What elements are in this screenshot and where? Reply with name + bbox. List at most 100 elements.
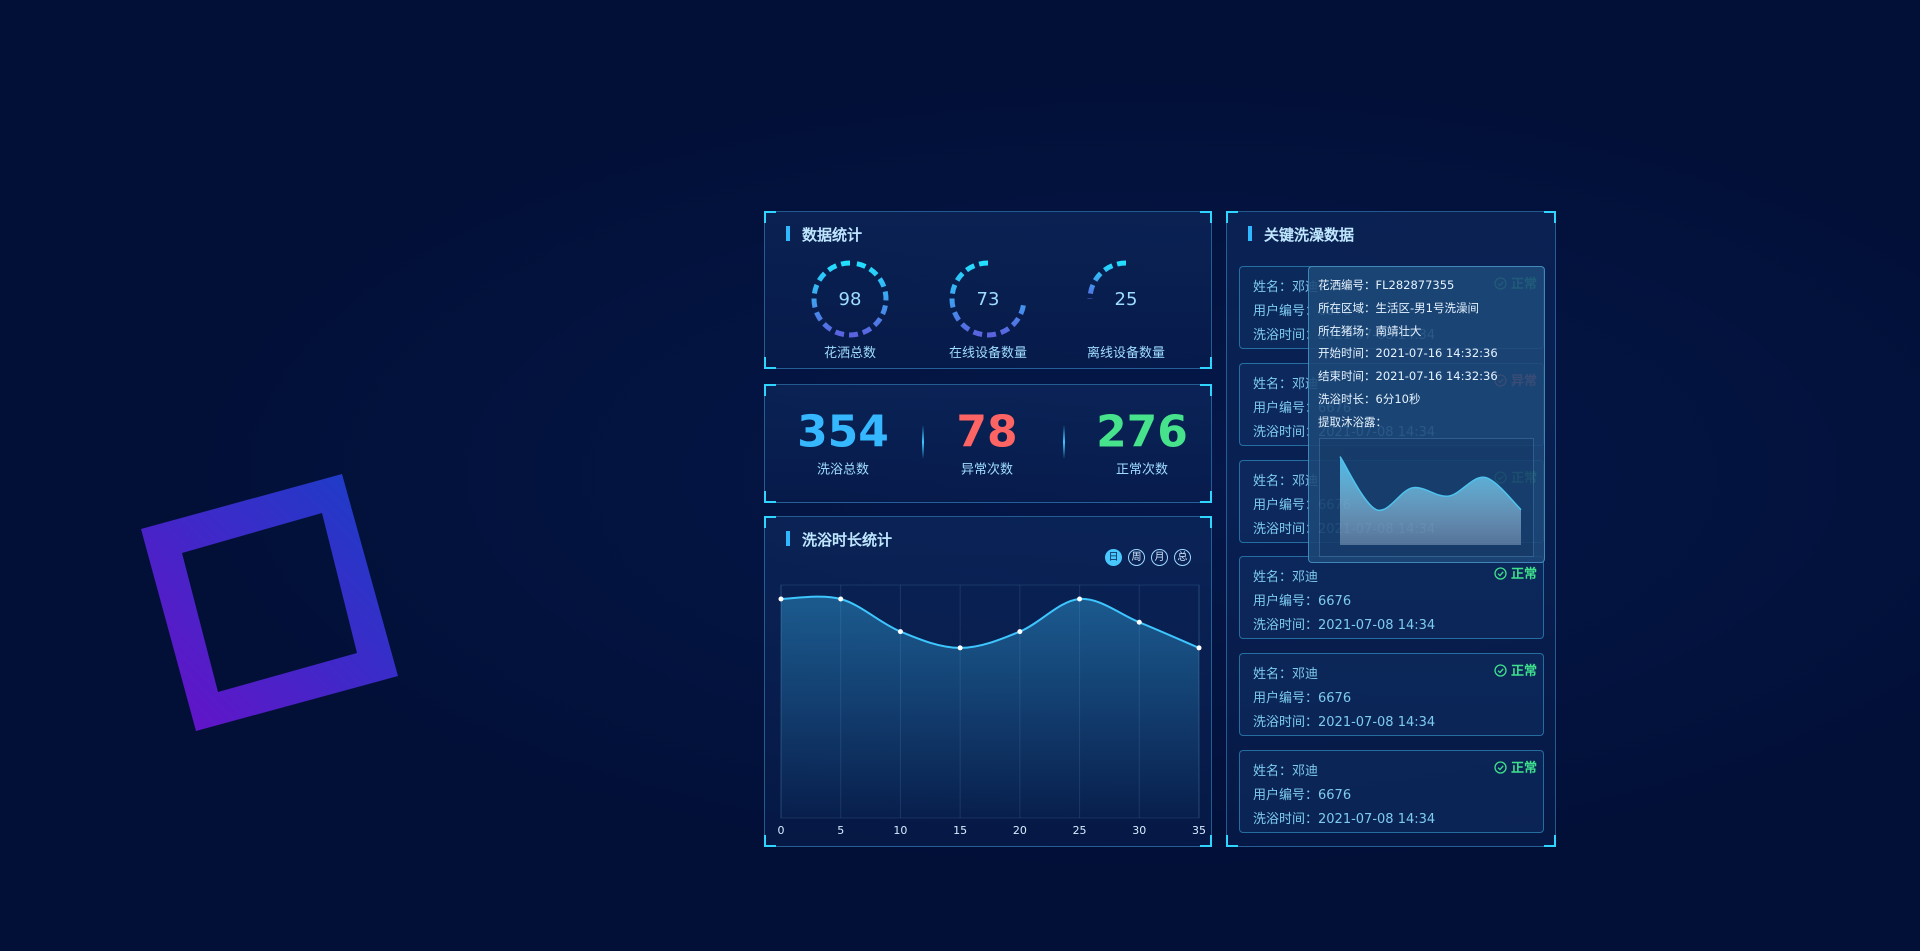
detail-tooltip: 花洒编号：FL282877355 所在区域：生活区-男1号洗澡间 所在猪场：南靖壮大… [1308,266,1545,563]
panel-corner [1226,211,1238,223]
point [1017,629,1023,635]
icon-check [1497,668,1504,674]
panel-corner [764,516,776,528]
record-field: 洗浴时间：2021-07-08 14:34 [1253,614,1435,633]
field-label: 所在猪场： [1318,323,1376,338]
tooltip-field: 开始时间：2021-07-16 14:32:36 [1318,345,1498,361]
field-label: 洗浴时间： [1253,328,1319,343]
panel-corner [1200,384,1212,396]
panel-title: 数据统计 [802,226,863,244]
field-value: 南靖壮大 [1375,323,1422,338]
icon-check [1497,571,1504,577]
field-value: 邓迪 [1292,570,1319,586]
panel-corner [1200,835,1212,847]
count-label: 洗浴总数 [816,462,870,478]
count-label: 正常次数 [1115,462,1169,478]
period-button[interactable]: 月 [1151,549,1168,566]
field-value: 2021-07-08 14:34 [1318,618,1436,634]
record-field: 用户编号：6676 [1253,784,1351,803]
icon-ring [1494,567,1507,581]
tooltip-field: 提取沐浴露： [1318,414,1387,430]
field-label: 姓名： [1253,473,1293,489]
gauge-value: 98 [839,289,862,310]
field-label: 姓名： [1253,764,1293,779]
field-label: 用户编号： [1253,594,1319,610]
record-field: 姓名：邓迪 [1253,663,1318,682]
record-field: 用户编号：6676 [1253,687,1351,706]
tooltip-field: 所在区域：生活区-男1号洗澡间 [1318,300,1479,316]
field-label: 用户编号： [1253,788,1319,803]
icon-check [1497,765,1504,771]
field-label: 姓名： [1253,376,1293,392]
gauges: 98 花洒总数 73 在线设备数量 25 离线设备数量 [811,260,1165,361]
mini-area [1340,456,1521,545]
panel-corner [1544,211,1556,223]
gauge-arc [949,260,1027,338]
field-value: 2021-07-16 14:32:36 [1375,346,1498,361]
panel-corner [1200,491,1212,503]
title-marker [786,226,790,241]
line-area [781,596,1199,818]
field-value: 2021-07-16 14:32:36 [1375,369,1498,384]
field-label: 所在区域： [1318,300,1376,315]
field-label: 姓名： [1253,667,1293,683]
record-field: 姓名：邓迪 [1253,566,1318,585]
x-tick-label: 0 [778,824,785,837]
gauge-value: 73 [977,289,1000,310]
panel-corner [764,384,776,396]
separator [1063,425,1065,459]
tooltip-field: 花洒编号：FL282877355 [1318,277,1454,293]
field-label: 用户编号： [1253,400,1319,416]
field-label: 结束时间： [1318,369,1376,384]
field-label: 用户编号： [1253,497,1319,513]
gauge-arc [1087,260,1127,300]
gauge-label: 离线设备数量 [1087,345,1165,361]
status-text: 正常 [1510,664,1537,680]
counts-panel: 354 洗浴总数 78 异常次数 276 正常次数 [764,384,1212,503]
title-marker [786,531,790,546]
tooltip-field: 洗浴时长：6分10秒 [1318,391,1420,407]
field-label: 洗浴时长： [1318,392,1376,406]
mini-line [1339,456,1522,512]
count-label: 异常次数 [960,462,1014,478]
separator [922,425,924,459]
point [778,596,784,602]
field-value: 2021-07-08 14:34 [1318,812,1436,827]
point [957,645,963,651]
field-value: 6676 [1318,594,1352,610]
field-label: 用户编号： [1253,691,1319,707]
status-text: 正常 [1510,567,1537,583]
field-value: 邓迪 [1292,667,1319,683]
square-frame [141,474,398,731]
point [1196,645,1202,651]
x-tick-label: 5 [837,824,844,837]
count-value: 78 [956,406,1018,458]
field-label: 开始时间： [1318,346,1376,361]
panel-corner [1200,211,1212,223]
x-tick-label: 30 [1132,824,1146,837]
x-tick-label: 25 [1073,824,1087,837]
field-label: 洗浴时间： [1253,618,1319,634]
panel-corner [1200,516,1212,528]
panel-corner [1226,835,1238,847]
period-button[interactable]: 总 [1174,549,1191,566]
point [897,629,903,635]
x-tick-label: 15 [953,824,967,837]
tooltip-field: 结束时间：2021-07-16 14:32:36 [1318,368,1498,384]
panel-corner [1544,835,1556,847]
panel-corner [764,357,776,369]
record-card: 姓名：邓迪用户编号：6676 洗浴时间：2021-07-08 14:34 正常 [1239,653,1544,737]
period-button[interactable]: 日 [1105,549,1122,566]
field-value: 生活区-男1号洗澡间 [1375,300,1479,315]
title-marker [1248,226,1252,241]
field-label: 姓名： [1253,570,1293,586]
record-field: 姓名：邓迪 [1253,760,1318,779]
gauge-value: 25 [1115,289,1138,310]
field-value: 邓迪 [1292,764,1319,779]
record-card: 姓名：邓迪用户编号：6676 洗浴时间：2021-07-08 14:34 正常 [1239,750,1544,833]
point [1136,619,1142,625]
record-status: 正常 [1494,660,1537,679]
icon-ring [1494,761,1507,774]
period-button[interactable]: 周 [1128,549,1145,566]
